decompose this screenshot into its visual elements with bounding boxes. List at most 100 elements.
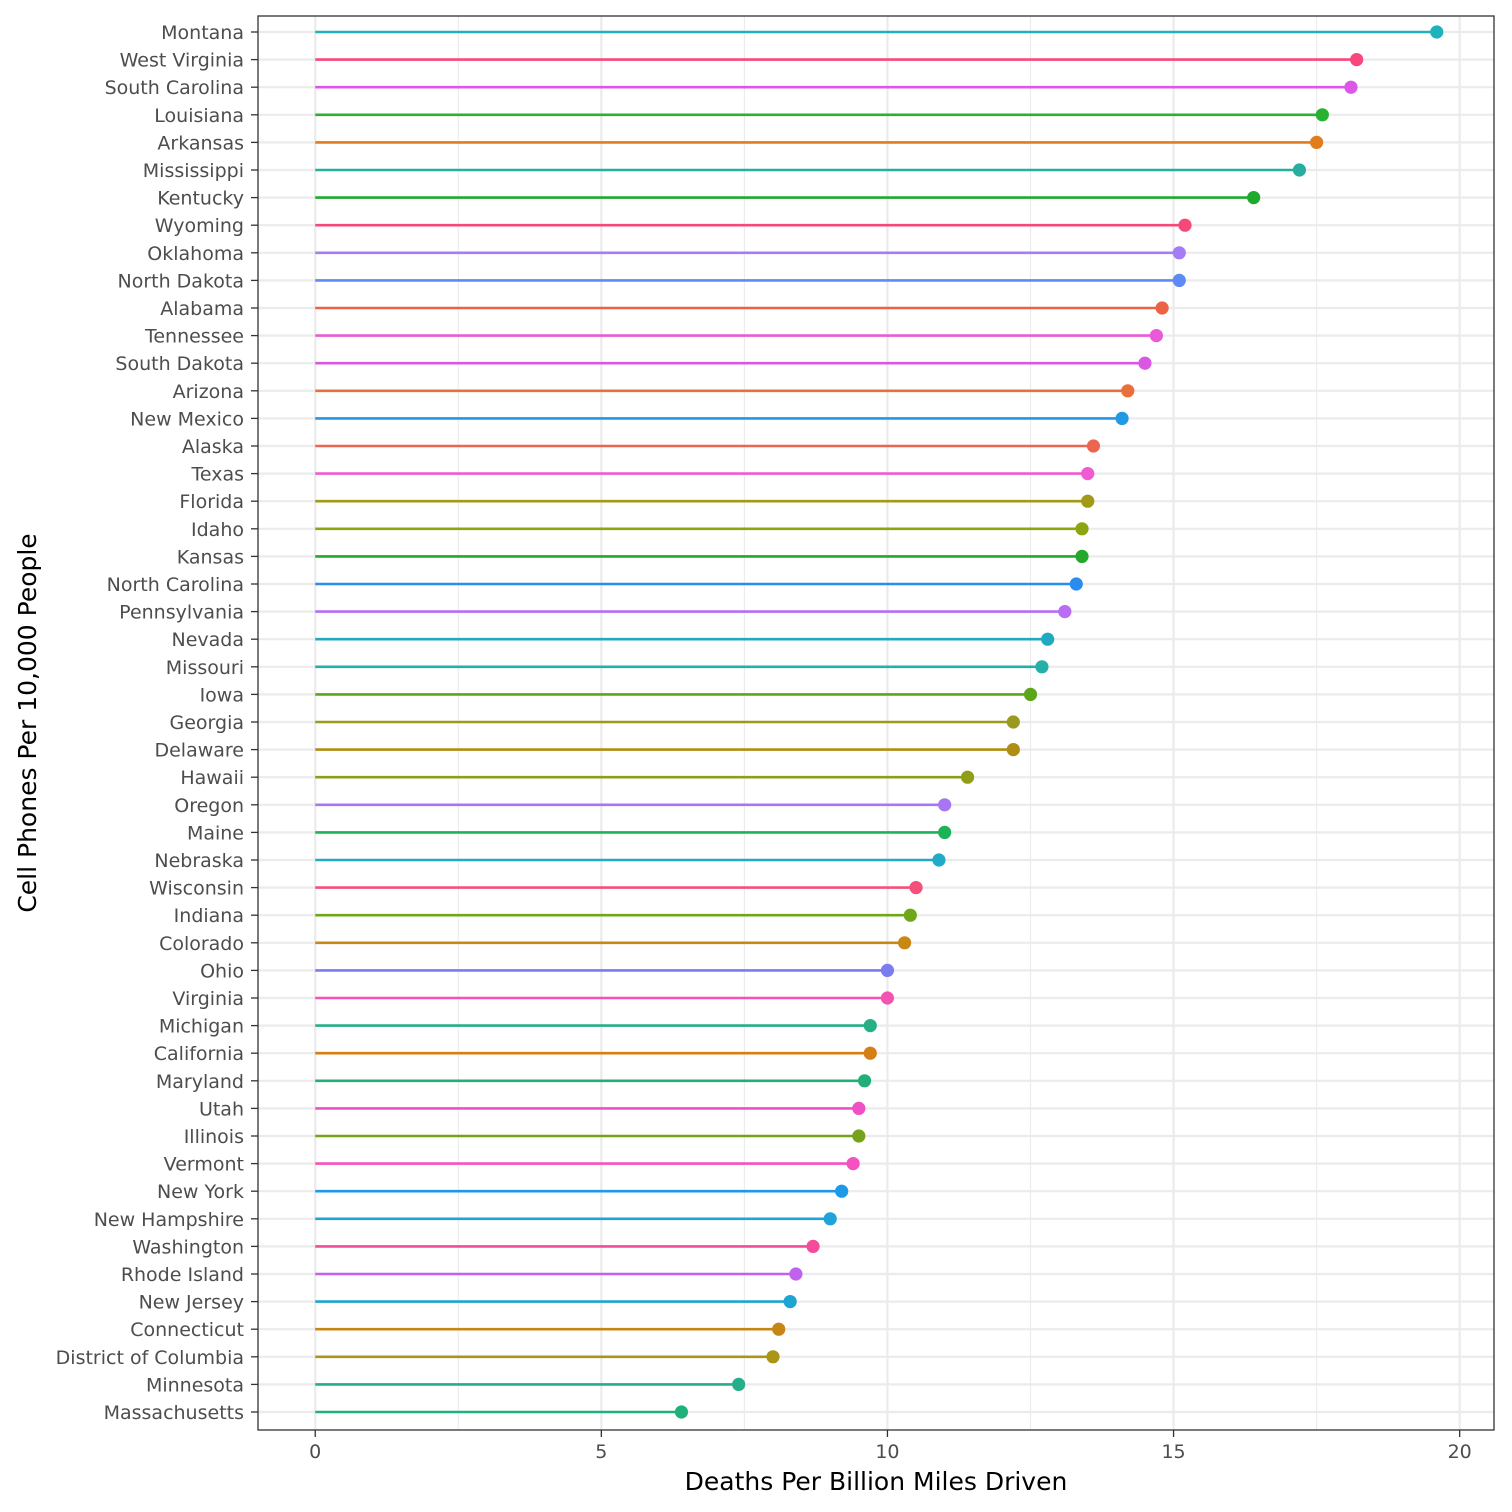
lollipop-point (863, 1046, 877, 1060)
y-tick-label: Arkansas (157, 132, 244, 154)
y-tick-label: Louisiana (154, 105, 244, 127)
lollipop-point (1121, 384, 1135, 398)
lollipop-point (823, 1212, 837, 1226)
x-tick-label: 0 (309, 1441, 321, 1463)
plot-panel-border (257, 15, 1495, 1431)
y-tick-label: Oregon (174, 795, 244, 817)
lollipop-point (1081, 494, 1095, 508)
lollipop-point (1138, 356, 1152, 370)
y-tick-label: Georgia (170, 712, 245, 734)
lollipop-point (898, 936, 912, 950)
lollipop-point (1430, 25, 1444, 39)
y-tick-label: Connecticut (130, 1319, 244, 1341)
y-tick-label: Michigan (159, 1016, 244, 1038)
y-tick-label: Washington (132, 1236, 244, 1258)
y-tick-label: Utah (199, 1098, 244, 1120)
lollipop-point (880, 963, 895, 978)
lollipop-point (909, 881, 923, 895)
lollipop-point (1310, 135, 1324, 149)
y-axis-title: Cell Phones Per 10,000 People (13, 533, 42, 912)
y-tick-label: Rhode Island (121, 1264, 244, 1286)
lollipop-point (674, 1405, 689, 1419)
y-tick-label: Maine (187, 822, 244, 844)
lollipop-point (1035, 660, 1049, 674)
y-tick-label: South Dakota (115, 353, 244, 375)
lollipop-point (789, 1267, 803, 1281)
y-tick-label: Tennessee (144, 326, 244, 348)
y-tick-label: South Carolina (105, 77, 244, 99)
y-tick-label: Wyoming (155, 215, 244, 237)
lollipop-point (806, 1239, 820, 1253)
x-axis-title: Deaths Per Billion Miles Driven (685, 1467, 1068, 1496)
y-tick-label: Vermont (164, 1154, 244, 1176)
y-tick-label: Wisconsin (149, 878, 244, 900)
lollipop-point (1006, 743, 1020, 757)
y-tick-label: Kansas (177, 546, 244, 568)
y-tick-label: Nevada (172, 629, 245, 651)
y-tick-label: Minnesota (146, 1374, 244, 1396)
lollipop-point (1344, 80, 1358, 94)
y-tick-label: Illinois (184, 1126, 244, 1148)
lollipop-point (1178, 218, 1192, 232)
lollipop-stems (315, 30, 1437, 1414)
lollipop-point (880, 991, 895, 1005)
lollipop-point (938, 825, 952, 840)
lollipop-points (674, 25, 1444, 1419)
y-tick-label: North Dakota (118, 270, 245, 292)
lollipop-point (1149, 329, 1163, 343)
y-tick-label: New Hampshire (94, 1209, 244, 1231)
y-tick-label: Maryland (156, 1071, 244, 1093)
y-tick-label: Missouri (166, 657, 244, 679)
lollipop-point (1006, 715, 1020, 729)
lollipop-point (1075, 549, 1089, 564)
lollipop-point (857, 1074, 872, 1088)
x-tick-label: 20 (1448, 1441, 1472, 1463)
lollipop-point (1058, 605, 1072, 619)
y-tick-label: Arizona (173, 381, 244, 403)
x-tick-label: 15 (1161, 1441, 1185, 1463)
y-tick-label: Nebraska (154, 850, 244, 872)
y-tick-label: Ohio (200, 960, 244, 982)
y-tick-label: New Mexico (130, 408, 244, 430)
lollipop-point (772, 1322, 786, 1336)
y-tick-label: Mississippi (143, 160, 244, 182)
lollipop-point (1081, 467, 1095, 481)
lollipop-point (1086, 439, 1101, 453)
y-tick-label: New Jersey (139, 1292, 244, 1314)
lollipop-point (863, 1019, 877, 1033)
y-tick-label: Alaska (182, 436, 244, 458)
lollipop-point (835, 1184, 849, 1198)
y-tick-label: Indiana (174, 905, 244, 927)
lollipop-point (932, 853, 946, 867)
y-tick-label: West Virginia (120, 50, 244, 72)
y-tick-label: District of Columbia (56, 1347, 244, 1369)
lollipop-point (783, 1295, 797, 1309)
lollipop-point (1350, 53, 1364, 67)
lollipop-point (1075, 522, 1089, 536)
lollipop-point (1023, 687, 1038, 702)
lollipop-point (846, 1157, 860, 1171)
y-tick-label: Texas (190, 464, 244, 486)
lollipop-point (1247, 191, 1261, 205)
y-tick-label: Iowa (200, 684, 244, 706)
lollipop-point (766, 1350, 780, 1364)
lollipop-point (852, 1129, 866, 1143)
y-tick-label: Oklahoma (147, 243, 244, 265)
y-tick-label: North Carolina (107, 574, 244, 596)
lollipop-point (1292, 163, 1307, 177)
x-axis-ticks: 0 5 10 15 20 (309, 1430, 1472, 1463)
lollipop-point (960, 770, 975, 784)
y-tick-label: Pennsylvania (119, 602, 244, 624)
lollipop-point (1155, 301, 1169, 315)
y-tick-label: Virginia (172, 988, 244, 1010)
y-tick-label: Colorado (159, 933, 244, 955)
y-tick-label: Hawaii (180, 767, 244, 789)
lollipop-point (1041, 632, 1055, 646)
lollipop-point (732, 1377, 746, 1391)
y-tick-label: Idaho (191, 519, 244, 541)
lollipop-point (1115, 411, 1129, 425)
y-tick-label: Massachusetts (104, 1402, 244, 1424)
y-tick-label: Florida (179, 491, 244, 513)
lollipop-point (852, 1101, 866, 1115)
